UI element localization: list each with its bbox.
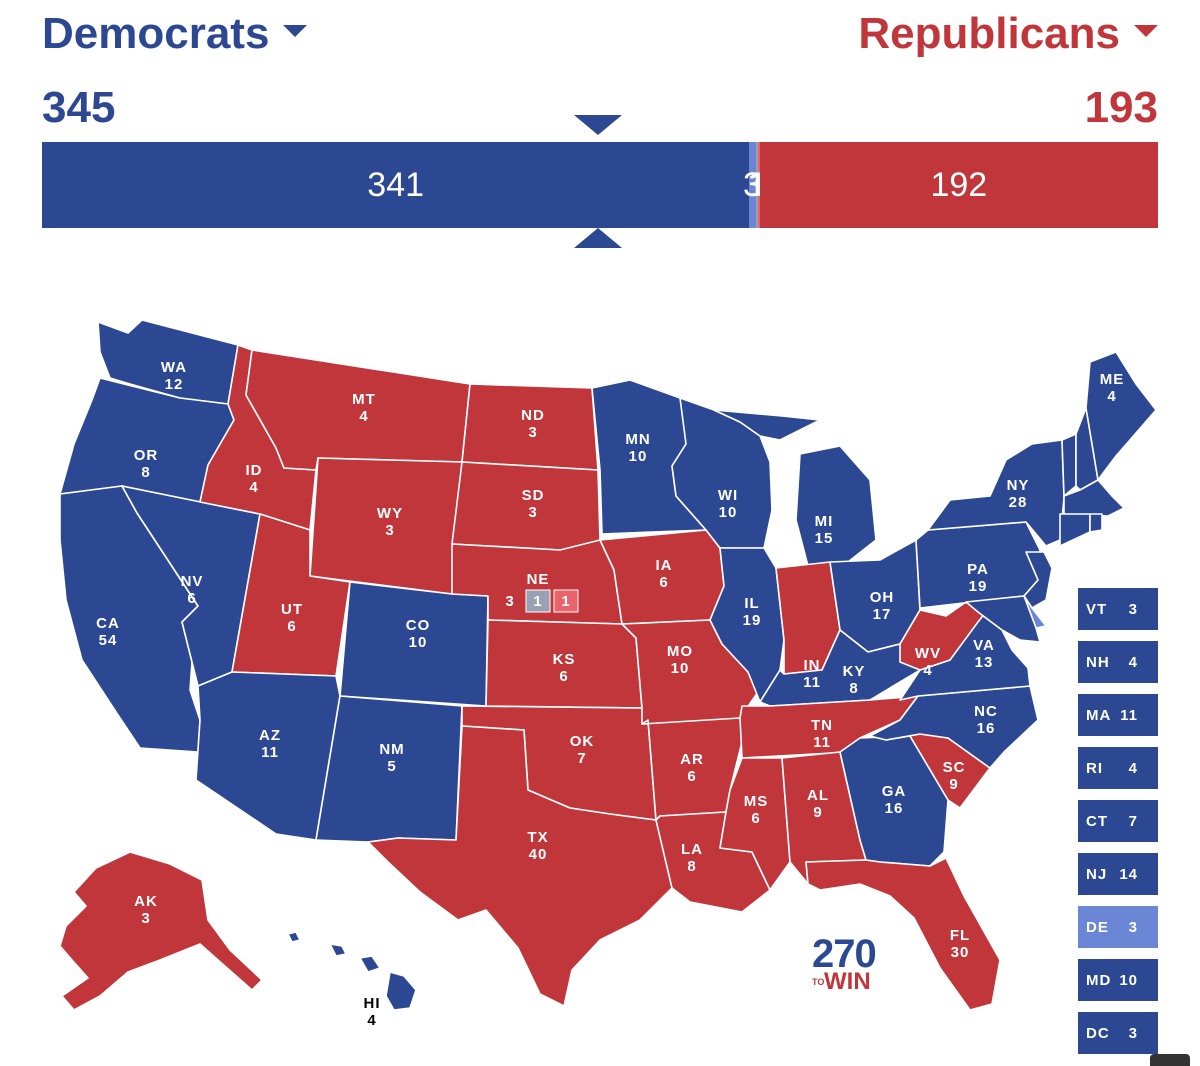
democrats-dropdown[interactable]: Democrats (42, 9, 308, 58)
state-sd[interactable] (451, 461, 601, 553)
state-nm[interactable] (315, 695, 463, 843)
bar-segment-safe-dem[interactable]: 341 (42, 142, 750, 228)
state-fl[interactable] (805, 857, 1001, 1011)
bar-segment-label: 192 (930, 165, 988, 204)
small-state-ev: 3 (1128, 600, 1138, 618)
small-state-ct[interactable]: CT 7 (1078, 800, 1158, 842)
democrats-total: 345 (42, 83, 116, 132)
270-marker-bottom (574, 228, 622, 248)
small-state-ev: 7 (1128, 812, 1138, 830)
state-nd[interactable] (461, 383, 599, 471)
state-label-hi: HI (364, 995, 381, 1012)
small-state-nj[interactable]: NJ 14 (1078, 853, 1158, 895)
republicans-dropdown[interactable]: Republicans (858, 12, 1158, 56)
small-state-md[interactable]: MD 10 (1078, 959, 1158, 1001)
electoral-vote-bar: 341 3 1 1 192 (42, 142, 1158, 228)
republicans-label: Republicans (858, 9, 1120, 58)
small-state-abbr: RI (1086, 759, 1103, 777)
state-ri[interactable] (1089, 513, 1103, 533)
state-md[interactable] (965, 595, 1041, 643)
small-state-abbr: CT (1086, 812, 1108, 830)
small-state-abbr: NJ (1086, 865, 1108, 883)
small-state-ma[interactable]: MA 11 (1078, 694, 1158, 736)
small-state-ev: 3 (1128, 918, 1138, 936)
state-ct[interactable] (1059, 513, 1091, 547)
small-state-abbr: MD (1086, 971, 1112, 989)
small-state-ev: 11 (1120, 706, 1138, 724)
270towin-logo: 270 TOWIN (812, 932, 877, 995)
state-tx[interactable] (367, 725, 673, 1007)
small-state-ev: 4 (1128, 653, 1138, 671)
small-state-ev: 3 (1128, 1024, 1138, 1042)
state-mt[interactable] (245, 349, 471, 471)
small-state-abbr: DC (1086, 1024, 1110, 1042)
republicans-total: 193 (1084, 83, 1158, 132)
small-state-abbr: MA (1086, 706, 1112, 724)
state-ak[interactable] (59, 851, 263, 1011)
small-state-ri[interactable]: RI 4 (1078, 747, 1158, 789)
small-state-abbr: VT (1086, 600, 1108, 618)
small-state-ev: 4 (1128, 759, 1138, 777)
state-me[interactable] (1085, 351, 1157, 481)
state-wy[interactable] (309, 457, 463, 595)
state-co[interactable] (339, 581, 489, 707)
logo-win: WIN (824, 968, 871, 995)
logo-number: 270 (812, 932, 877, 976)
small-state-vt[interactable]: VT 3 (1078, 588, 1158, 630)
democrats-label: Democrats (42, 9, 270, 58)
small-state-abbr: NH (1086, 653, 1110, 671)
logo-to: TO (812, 977, 825, 987)
chevron-down-icon (1134, 25, 1158, 38)
state-tn[interactable] (739, 695, 919, 759)
state-ks[interactable] (485, 619, 643, 709)
state-vt[interactable] (1061, 433, 1077, 497)
small-state-ev: 14 (1119, 865, 1138, 883)
state-wv[interactable] (899, 601, 987, 671)
bar-segment-label: 341 (367, 165, 425, 204)
state-ev-hi: 4 (367, 1012, 376, 1029)
nebraska-district-1[interactable] (525, 589, 551, 613)
270-marker-top (574, 115, 622, 135)
small-state-de[interactable]: DE 3 (1078, 906, 1158, 948)
state-hi[interactable] (287, 931, 417, 1011)
bar-segment-safe-rep[interactable]: 192 (759, 142, 1158, 228)
nebraska-district-2[interactable] (553, 589, 579, 613)
state-az[interactable] (195, 671, 341, 841)
small-state-abbr: DE (1086, 918, 1109, 936)
small-state-nh[interactable]: NH 4 (1078, 641, 1158, 683)
state-mi[interactable] (713, 409, 877, 567)
small-state-dc[interactable]: DC 3 (1078, 1012, 1158, 1054)
state-nj[interactable] (1023, 551, 1053, 609)
small-state-ev: 10 (1119, 971, 1138, 989)
state-pa[interactable] (915, 521, 1041, 609)
chevron-down-icon (283, 25, 308, 38)
scroll-handle[interactable] (1150, 1054, 1190, 1066)
state-nc[interactable] (869, 685, 1039, 769)
